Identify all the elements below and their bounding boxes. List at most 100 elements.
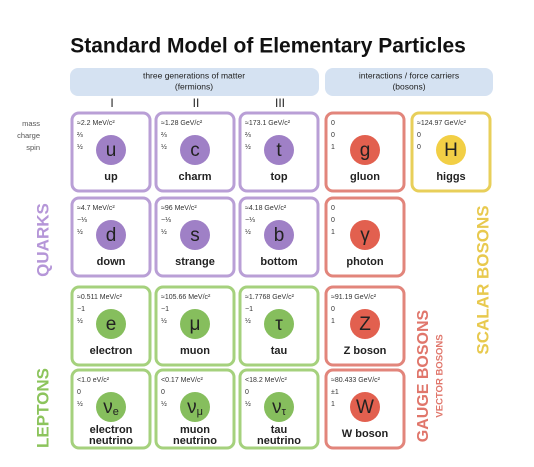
spin: ½ [77,143,83,151]
particle-ball [96,135,126,165]
mass: <1.0 eV/c² [77,377,110,384]
mass: ≈1.28 GeV/c² [161,120,203,127]
symbol-main: ν [103,397,113,418]
spin: ½ [245,317,251,325]
symbol: g [360,140,371,161]
spin: ½ [161,143,167,151]
symbol: ντ [272,397,287,418]
particle-name: gluon [350,171,380,183]
symbol-main: Z [359,314,371,335]
charge: 0 [161,389,165,396]
particle-ball [350,392,380,422]
mass: ≈0.511 MeV/c² [77,294,123,301]
particle-ball [264,309,294,339]
symbol: Z [359,314,371,335]
group-label: GAUGE BOSONS [415,309,432,442]
symbol-main: c [190,140,200,161]
property-label: mass [22,119,40,128]
mass: ≈2.2 MeV/c² [77,120,115,127]
header-line: (bosons) [392,81,425,91]
particle-name: photon [346,256,384,268]
symbol: t [276,140,282,161]
generation: II [193,96,200,110]
bosons-header-box [325,68,493,96]
symbol-main: W [356,397,374,418]
symbol: s [190,225,200,246]
particle-name: charm [178,171,211,183]
particle-name: W boson [342,428,389,440]
fermions-header-box [70,68,319,96]
spin: ½ [245,400,251,408]
spin: ½ [77,400,83,408]
symbol-main: ν [272,397,282,418]
particle-ball [96,309,126,339]
symbol-main: H [444,140,458,161]
mass: ≈124.97 GeV/c² [417,120,467,127]
charge: 0 [331,217,335,224]
particle-name: muon [180,424,210,436]
charge: −⅓ [245,217,255,224]
spin: 1 [331,318,335,325]
charge: −1 [245,306,253,313]
charge: ⅔ [77,132,83,139]
particle-ball [350,220,380,250]
particle-name: higgs [436,171,465,183]
particle-name: electron [90,424,133,436]
charge: 0 [331,132,335,139]
group-label: VECTOR BOSONS [435,334,446,417]
group-label: SCALAR BOSONS [473,205,492,354]
particle-ball [180,309,210,339]
symbol-main: u [106,140,117,161]
charge: −⅓ [77,217,87,224]
symbol-main: ν [187,397,197,418]
group-label: LEPTONS [33,368,52,448]
particle-ball [96,392,126,422]
spin: 0 [417,144,421,151]
spin: 1 [331,144,335,151]
spin: 1 [331,401,335,408]
spin: ½ [161,400,167,408]
particle-name: strange [175,256,215,268]
symbol-main: μ [190,314,201,335]
symbol: d [106,225,117,246]
charge: 0 [331,306,335,313]
particle-name: neutrino [173,435,217,447]
generation: III [275,96,285,110]
particle-name: neutrino [257,435,301,447]
spin: ½ [245,143,251,151]
property-label: spin [26,143,40,152]
symbol: νμ [187,397,203,418]
spin: ½ [161,228,167,236]
symbol-main: e [106,314,117,335]
symbol: H [444,140,458,161]
mass: ≈80.433 GeV/c² [331,377,381,384]
header-line: (fermions) [175,81,213,91]
charge: ±1 [331,389,339,396]
symbol-main: t [276,140,282,161]
particle-ball [264,135,294,165]
mass: ≈105.66 MeV/c² [161,294,211,301]
mass: ≈173.1 GeV/c² [245,120,291,127]
particle-ball [96,220,126,250]
mass: ≈1.7768 GeV/c² [245,294,295,301]
mass: <0.17 MeV/c² [161,377,203,384]
charge: 0 [77,389,81,396]
symbol-sub: τ [282,406,287,418]
spin: ½ [77,228,83,236]
generation: I [110,96,113,110]
mass: ≈91.19 GeV/c² [331,294,377,301]
particle-ball [350,135,380,165]
symbol-main: g [360,140,371,161]
mass: ≈4.18 GeV/c² [245,205,287,212]
spin: 1 [331,229,335,236]
particle-ball [264,392,294,422]
symbol: b [274,225,285,246]
spin: ½ [161,317,167,325]
charge: −1 [77,306,85,313]
charge: ⅔ [161,132,167,139]
symbol: νe [103,397,119,418]
symbol-sub: e [113,406,119,418]
symbol-main: s [190,225,200,246]
particle-name: tau [271,345,288,357]
symbol-main: d [106,225,117,246]
